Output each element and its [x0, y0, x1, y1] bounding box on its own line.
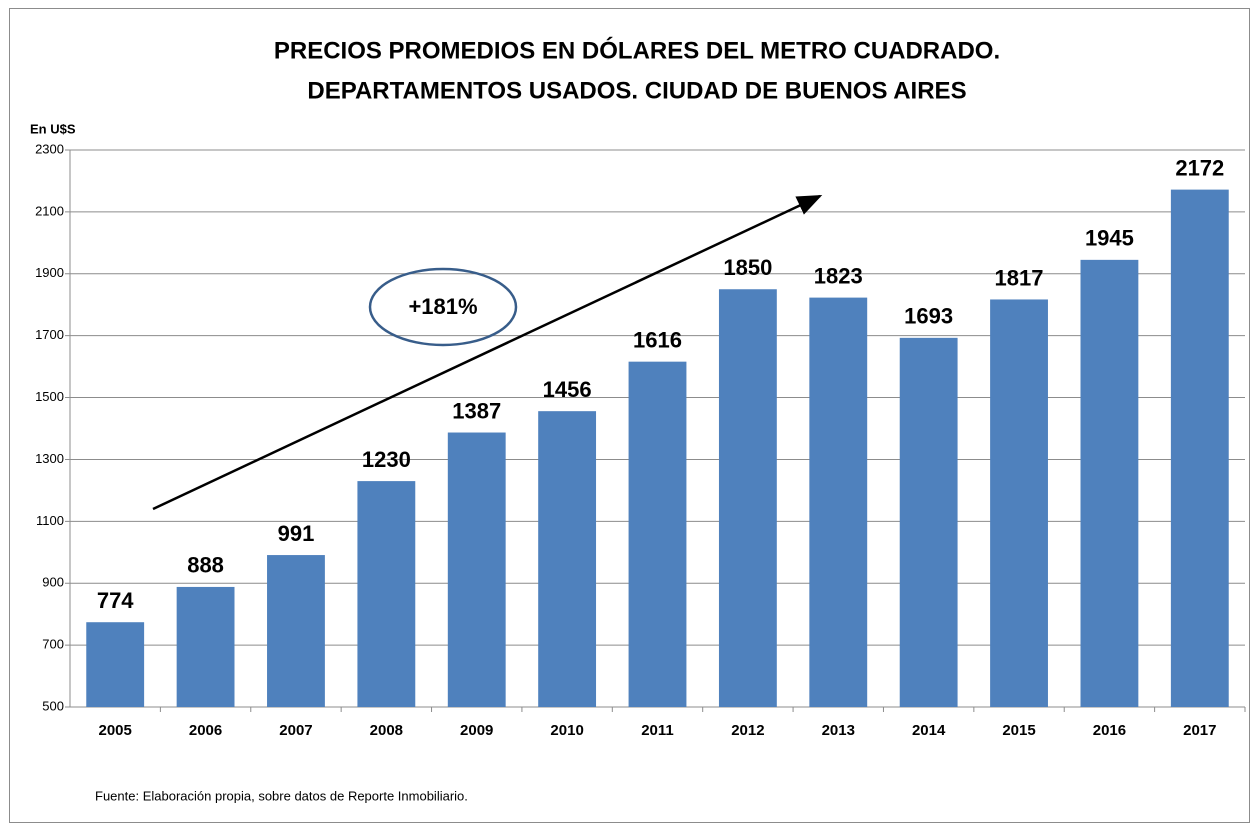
x-tick-label: 2012 — [731, 722, 764, 739]
data-label: 1693 — [904, 304, 953, 329]
annotation: +181% — [152, 194, 823, 511]
x-tick-label: 2014 — [912, 722, 946, 739]
bar — [538, 411, 597, 707]
x-tick-label: 2015 — [1002, 722, 1035, 739]
bar — [899, 337, 958, 707]
bar — [447, 432, 506, 707]
y-tick-label: 500 — [42, 698, 64, 713]
x-tick-label: 2005 — [99, 722, 132, 739]
bar — [628, 361, 687, 707]
data-label: 1387 — [452, 398, 501, 423]
data-label: 1850 — [723, 255, 772, 280]
y-tick-label: 900 — [42, 575, 64, 590]
data-label: 1616 — [633, 327, 682, 352]
bar — [809, 297, 868, 707]
bar — [1170, 189, 1229, 707]
y-tick-label: 1300 — [35, 451, 64, 466]
y-tick-label: 2100 — [35, 203, 64, 218]
data-label: 1945 — [1085, 226, 1134, 251]
bar — [1080, 259, 1139, 707]
x-tick-label: 2007 — [279, 722, 312, 739]
data-label: 2172 — [1175, 155, 1224, 180]
x-tick-label: 2008 — [370, 722, 403, 739]
x-tick-label: 2009 — [460, 722, 493, 739]
bar — [86, 622, 145, 707]
annotation-text: +181% — [408, 294, 477, 319]
chart-title: PRECIOS PROMEDIOS EN DÓLARES DEL METRO C… — [274, 36, 1000, 64]
data-label: 774 — [97, 588, 134, 613]
data-label: 1823 — [814, 263, 863, 288]
data-label: 1817 — [995, 265, 1044, 290]
bar — [990, 299, 1048, 707]
annotation-ellipse — [368, 267, 518, 347]
data-label: 888 — [187, 553, 224, 578]
y-axis-label: En U$S — [30, 121, 76, 136]
x-tick-label: 2010 — [550, 722, 583, 739]
y-tick-label: 1700 — [35, 327, 64, 342]
bar — [357, 481, 416, 707]
x-tick-label: 2013 — [822, 722, 855, 739]
bar — [176, 586, 235, 707]
chart-title: DEPARTAMENTOS USADOS. CIUDAD DE BUENOS A… — [307, 77, 966, 104]
trend-arrow — [152, 194, 823, 511]
y-tick-label: 1100 — [36, 513, 64, 528]
bar — [267, 555, 325, 707]
y-tick-label: 1500 — [35, 389, 64, 404]
x-tick-label: 2006 — [189, 722, 222, 739]
y-tick-label: 2300 — [35, 141, 64, 156]
plot-area: 500 700 900 1100 1300 1500 1700 1900 2100 2300 200… — [35, 141, 1246, 739]
y-tick-label: 700 — [42, 637, 64, 652]
data-label: 1230 — [362, 447, 411, 472]
data-label: 1456 — [543, 377, 592, 402]
bar — [718, 289, 777, 707]
x-tick-label: 2011 — [641, 722, 674, 739]
x-tick-label: 2016 — [1093, 722, 1126, 739]
x-tick-label: 2017 — [1183, 722, 1216, 739]
data-label: 991 — [278, 521, 315, 546]
y-tick-label: 1900 — [35, 265, 64, 280]
source-note: Fuente: Elaboración propia, sobre datos … — [95, 788, 468, 803]
